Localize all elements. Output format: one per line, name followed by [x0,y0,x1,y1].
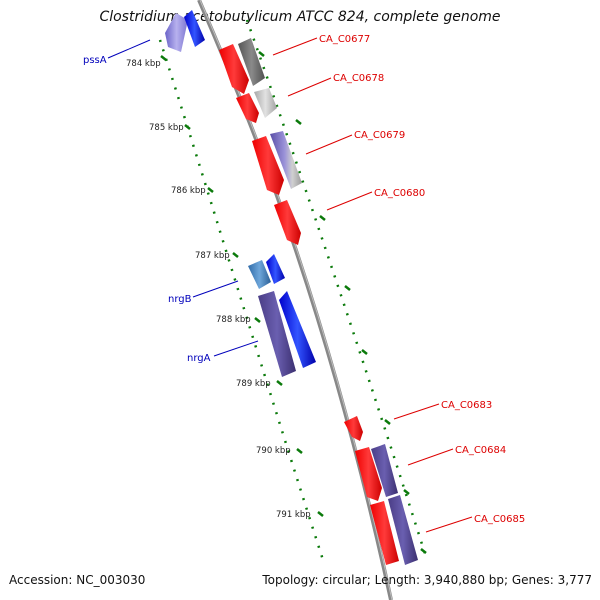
gene-label-ca-c0684: CA_C0684 [455,445,506,456]
accession-label: Accession: NC_003030 [9,573,146,587]
gene-ca-c0684-purple [371,444,398,497]
gene-ca-c0685-red [370,501,399,565]
gene-ca-c0679-purple [270,131,302,189]
gene-ca-c0685-purple [388,495,418,565]
gene-ca-c0678-red [236,93,259,123]
scale-label-785: 785 kbp [149,123,184,133]
scale-label-789: 789 kbp [236,379,271,389]
map-title: Clostridium acetobutylicum ATCC 824, com… [99,9,501,25]
gene-nrgb-steel [248,260,271,289]
scale-label-790: 790 kbp [256,446,291,456]
scale-major-ticks [160,51,427,554]
scale-label-788: 788 kbp [216,315,251,325]
gene-labels: pssA CA_C0677 CA_C0678 CA_C0679 CA_C0680… [83,34,525,525]
gene-label-nrga: nrgA [187,353,211,364]
scale-labels: 784 kbp 785 kbp 786 kbp 787 kbp 788 kbp … [126,59,311,520]
gene-label-ca-c0677: CA_C0677 [319,34,370,45]
gene-label-ca-c0683: CA_C0683 [441,400,492,411]
gene-ca-c0677-grey [238,38,265,86]
gene-label-ca-c0680: CA_C0680 [374,188,425,199]
gene-pssa-blue [184,10,205,47]
scale-label-791: 791 kbp [276,510,311,520]
topology-label: Topology: circular; Length: 3,940,880 bp… [262,573,592,587]
gene-ca-c0684-red [355,447,382,501]
gene-features [165,10,418,565]
gene-ca-c0677-red [219,44,249,94]
gene-ca-c0680-red [274,200,301,245]
gene-nrga-purple [258,291,296,377]
gene-label-ca-c0685: CA_C0685 [474,514,525,525]
gene-label-ca-c0678: CA_C0678 [333,73,384,84]
gene-nrgb-blue [266,254,285,284]
gene-ca-c0679-red [252,136,284,195]
gene-ca-c0678-grey [254,88,277,118]
scale-label-787: 787 kbp [195,251,230,261]
gene-label-ca-c0679: CA_C0679 [354,130,405,141]
gene-label-nrgb: nrgB [168,294,192,305]
gene-nrga-blue [279,291,316,368]
scale-label-784: 784 kbp [126,59,161,69]
gene-ca-c0683-red [344,416,363,441]
gene-label-pssa: pssA [83,55,107,66]
gene-pssa-lilac [165,13,188,52]
gene-leader-lines [107,37,473,533]
scale-label-786: 786 kbp [171,186,206,196]
